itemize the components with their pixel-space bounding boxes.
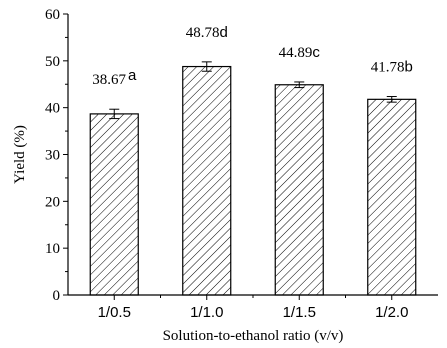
bar-1-1.5 [274,84,324,296]
bar-1-0.5 [89,113,139,296]
y-tick-label: 10 [45,241,60,257]
x-tick-label: 1/1.5 [283,304,316,321]
data-label-value: 38.67 [92,72,126,88]
y-ticks-layer: 0 10 20 30 40 50 60 [45,7,68,304]
significance-letter: d [219,24,227,41]
significance-letter: c [312,44,320,61]
y-tick-label: 30 [45,148,60,164]
x-tick-label: 1/0.5 [98,304,131,321]
data-label-value: 44.89 [279,45,313,61]
bar-1-2.0 [367,98,417,296]
data-label: 38.67 a [92,67,137,88]
error-bars-layer [109,61,397,120]
y-tick-label: 20 [45,194,60,210]
x-tick-label: 1/2.0 [375,304,408,321]
significance-letter: a [128,67,137,84]
data-label-value: 41.78 [371,60,405,76]
y-tick-label: 60 [45,7,60,23]
y-tick-label: 0 [53,288,61,304]
significance-letter: b [404,59,412,76]
data-label-value: 48.78 [186,25,220,41]
data-label: 44.89c [279,44,321,61]
y-axis-title: Yield (%) [12,125,28,184]
y-tick-label: 50 [45,54,60,70]
x-tick-label: 1/1.0 [190,304,223,321]
bar-1-1.0 [182,65,232,296]
x-axis-title: Solution-to-ethanol ratio (v/v) [163,328,344,344]
x-ticks-layer: 1/0.5 1/1.0 1/1.5 1/2.0 [98,295,408,321]
bars-layer [89,65,417,296]
data-label: 48.78d [186,24,228,41]
data-label: 41.78b [371,59,413,76]
y-tick-label: 40 [45,101,60,117]
data-labels-layer: 38.67 a 48.78d 44.89c 41.78b [92,24,413,88]
